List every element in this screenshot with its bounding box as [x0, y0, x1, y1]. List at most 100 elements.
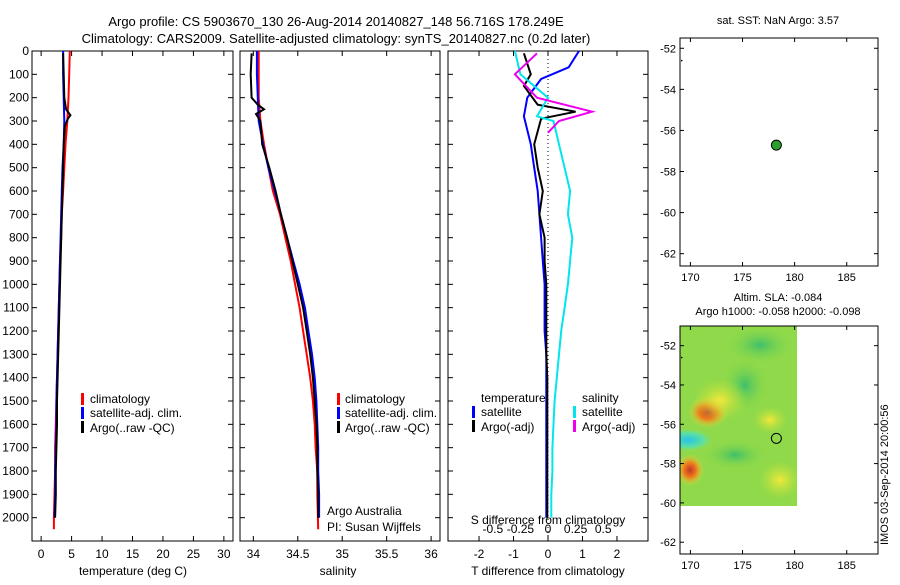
legend-title-salinity: salinity [582, 391, 619, 405]
y-tick-label: -58 [660, 167, 676, 179]
salinity-plot: 34 34.5 35 35.5 36 [240, 50, 440, 561]
x-tick-label: 35 [336, 547, 350, 561]
y-tick-label: 200 [9, 91, 29, 105]
x-tick-label: 5 [68, 547, 75, 561]
float-location-marker [770, 432, 782, 444]
legend-swatch-temp-argo [472, 420, 475, 432]
legend-label-sal-argo: Argo(-adj) [582, 420, 635, 434]
series-line-argo-raw-qc- [249, 53, 320, 518]
y-tick-label: 100 [9, 67, 29, 81]
x-tick-label: 170 [681, 272, 699, 284]
x2-tick-label: -0.5 [482, 522, 503, 536]
sst-map-plot: 170 175 180 185 -52 -54 -56 -58 -60 -62 [660, 38, 878, 284]
figure-title-line2: Climatology: CARS2009. Satellite-adjuste… [82, 31, 591, 46]
x2-tick-label: 0 [545, 522, 552, 536]
sla-map-panel: Altim. SLA: -0.084 Argo h1000: -0.058 h2… [660, 292, 879, 572]
y-tick-label: 1100 [3, 301, 29, 315]
legend-label-argo: Argo(..raw -QC) [90, 421, 175, 435]
x-tick-label: 0 [545, 547, 552, 561]
y-tick-label: 600 [9, 184, 29, 198]
sla-low-blob [680, 428, 714, 452]
x-tick-label: 10 [95, 547, 109, 561]
legend-title-temperature: temperature [481, 391, 546, 405]
x-tick-label: 175 [733, 560, 751, 572]
y-tick-label: 800 [9, 231, 29, 245]
y-tick-label: -62 [660, 249, 676, 261]
y-tick-label: 2000 [2, 511, 29, 525]
legend-label-temp-satellite: satellite [481, 405, 522, 419]
legend-swatch-argo [337, 421, 340, 433]
x-tick-label: 35.5 [375, 547, 399, 561]
sla-map-subtitle: Argo h1000: -0.058 h2000: -0.098 [695, 306, 860, 318]
salinity-xlabel: salinity [320, 564, 357, 578]
sst-map-panel: sat. SST: NaN Argo: 3.57 170 175 180 185 -52… [660, 15, 879, 284]
temperature-panel: 0 5 10 15 20 25 300100200300400500600700800900… [2, 44, 234, 578]
difference-panel: -2 -1 0 1 2 -0.5 -0.25 0 0.25 0.5 T difference fr… [447, 50, 649, 578]
y-tick-label: -56 [660, 125, 676, 137]
legend-swatch-climatology [81, 393, 84, 405]
sst-map-frame [679, 37, 879, 267]
y-tick-label: -52 [660, 43, 676, 55]
y-tick-label: 400 [9, 137, 29, 151]
legend-swatch-sal-satellite [573, 406, 576, 418]
series-line-argo-raw-qc- [54, 53, 72, 518]
x-tick-label: -1 [508, 547, 519, 561]
x2-tick-label: -0.25 [507, 522, 535, 536]
series-line-salinity-satellite [513, 50, 574, 518]
salinity-panel: 34 34.5 35 35.5 36 salinity climatology sate… [239, 50, 441, 578]
sla-field [680, 326, 797, 506]
salinity-annotation-line2: PI: Susan Wijffels [327, 520, 421, 534]
x-tick-label: 180 [785, 560, 803, 572]
difference-xlabel: T difference from climatology [471, 564, 625, 578]
x-tick-label: 20 [156, 547, 170, 561]
legend-label-satellite: satellite-adj. clim. [345, 406, 437, 420]
y-tick-label: 1700 [2, 441, 29, 455]
x-tick-label: 185 [838, 272, 856, 284]
temperature-legend: climatology satellite-adj. clim. Argo(..… [81, 392, 182, 435]
y-tick-label: 1600 [2, 417, 29, 431]
x-tick-label: 2 [614, 547, 621, 561]
y-tick-label: -56 [660, 419, 676, 431]
x2-tick-label: 0.25 [564, 522, 588, 536]
temperature-plot: 0 5 10 15 20 25 300100200300400500600700800900… [2, 44, 233, 561]
series-line-satellite-adj-clim- [255, 51, 321, 518]
sla-green-blob [705, 441, 765, 469]
y-tick-label: 1300 [2, 347, 29, 361]
legend-swatch-satellite [337, 407, 340, 419]
y-tick-label: 1800 [2, 464, 29, 478]
series-line-argo-adj- [522, 52, 576, 518]
y-tick-label: 1000 [2, 277, 29, 291]
legend-swatch-argo [81, 421, 84, 433]
y-tick-label: -54 [660, 380, 676, 392]
x-tick-label: 30 [217, 547, 231, 561]
y-tick-label: 1500 [2, 394, 29, 408]
coast-fragment [681, 356, 683, 359]
sla-high-blob [680, 454, 704, 486]
sla-green-blob [728, 327, 792, 363]
x-tick-label: 0 [38, 547, 45, 561]
difference-legend: temperature salinity satellite Argo(-adj… [472, 391, 635, 434]
y-tick-label: -60 [660, 498, 676, 510]
series-line-salinity-argo-adj- [513, 52, 596, 134]
y-tick-label: -54 [660, 84, 676, 96]
x-tick-label: 1 [579, 547, 586, 561]
x-tick-label: 175 [733, 272, 751, 284]
sla-map-title: Altim. SLA: -0.084 [734, 292, 823, 304]
x-tick-label: 34.5 [286, 547, 310, 561]
temperature-axes-frame [31, 50, 234, 542]
coast-fragment [681, 59, 683, 62]
y-tick-label: 0 [22, 44, 29, 58]
y-tick-label: 900 [9, 254, 29, 268]
y-tick-label: 1200 [2, 324, 29, 338]
y-tick-label: 500 [9, 161, 29, 175]
legend-swatch-satellite [81, 407, 84, 419]
sla-map-plot: 170 175 180 185 -52 -54 -56 -58 -60 -62 [660, 326, 878, 572]
y-tick-label: -62 [660, 537, 676, 549]
y-tick-label: 1900 [2, 487, 29, 501]
timestamp-stamp: IMOS 03-Sep-2014 20:00:56 [879, 404, 891, 545]
y-tick-label: -58 [660, 459, 676, 471]
legend-label-argo: Argo(..raw -QC) [345, 421, 430, 435]
sla-yellow-blob [692, 378, 748, 422]
